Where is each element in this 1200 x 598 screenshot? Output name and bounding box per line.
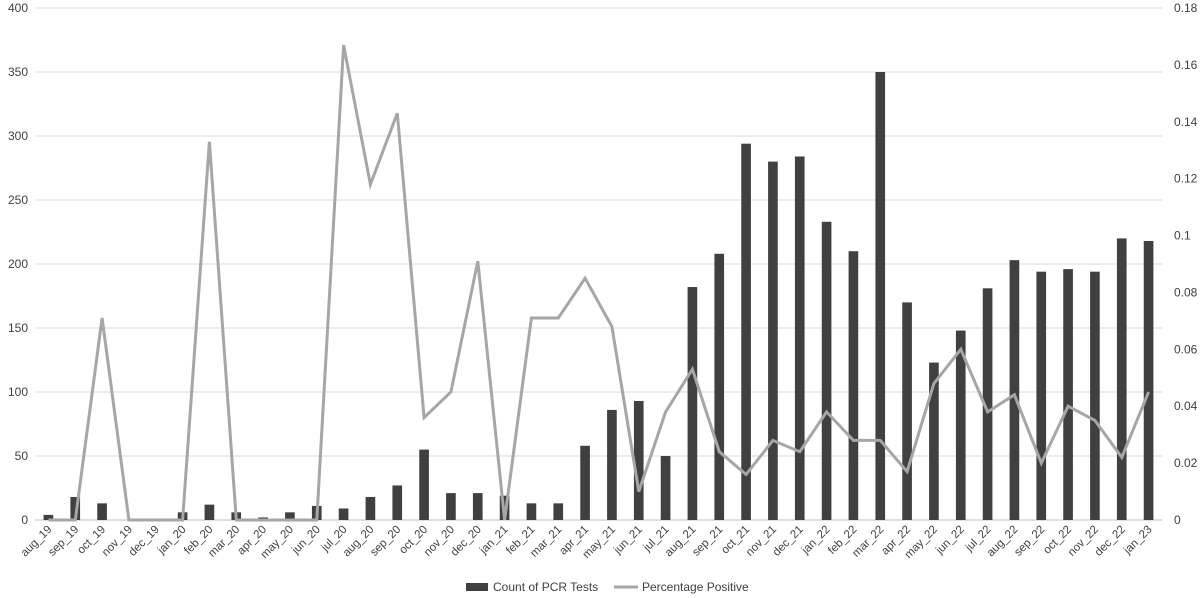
bar-may_20 xyxy=(285,512,295,520)
bar-dec_20 xyxy=(472,493,483,520)
legend: Count of PCR Tests Percentage Positive xyxy=(466,580,749,594)
bar-aug_22 xyxy=(1009,260,1020,520)
x-tick-label: sep_22 xyxy=(1012,524,1047,559)
bar-dec_21 xyxy=(794,156,805,521)
x-tick-label: sep_21 xyxy=(690,524,725,559)
left-tick-label: 0 xyxy=(21,513,28,527)
x-tick-label: dec_22 xyxy=(1093,524,1128,559)
x-tick-label: dec_21 xyxy=(771,524,806,559)
line-percentage-positive xyxy=(48,44,1150,522)
x-tick-label: jan_23 xyxy=(1121,524,1155,558)
legend-label-count-of-pcr-tests: Count of PCR Tests xyxy=(493,580,598,594)
left-tick-label: 250 xyxy=(8,193,28,207)
x-axis-ticks: aug_19sep_19oct_19nov_19dec_19jan_20feb_… xyxy=(19,524,1155,561)
bar-feb_21 xyxy=(526,503,537,520)
x-tick-label: dec_19 xyxy=(127,524,162,559)
bar-aug_19 xyxy=(43,514,54,520)
bar-aug_20 xyxy=(365,496,376,520)
bar-nov_20 xyxy=(446,493,456,520)
bar-oct_19 xyxy=(97,503,107,520)
right-tick-label: 0.06 xyxy=(1174,342,1198,356)
bar-apr_22 xyxy=(902,302,912,520)
bar-jul_20 xyxy=(338,508,349,520)
bar-aug_21 xyxy=(687,287,698,520)
x-tick-label: jun_22 xyxy=(933,524,967,558)
left-tick-label: 50 xyxy=(15,449,29,463)
bar-jul_22 xyxy=(982,288,993,520)
right-tick-label: 0.04 xyxy=(1174,399,1198,413)
right-tick-label: 0.08 xyxy=(1174,285,1198,299)
left-tick-label: 350 xyxy=(8,65,28,79)
right-tick-label: 0.14 xyxy=(1174,115,1198,129)
left-tick-label: 400 xyxy=(8,1,28,15)
x-tick-label: sep_20 xyxy=(368,524,403,559)
bar-apr_21 xyxy=(580,445,590,520)
bar-sep_20 xyxy=(392,485,403,520)
x-tick-label: jan_21 xyxy=(477,524,511,558)
right-tick-label: 0.1 xyxy=(1174,229,1191,243)
bar-jan_23 xyxy=(1143,240,1154,520)
legend-label-percentage-positive: Percentage Positive xyxy=(642,580,749,594)
left-axis-ticks: 0 50 100 150 200 250 300 350 400 xyxy=(8,1,28,527)
right-tick-label: 0.18 xyxy=(1174,1,1198,15)
left-tick-label: 300 xyxy=(8,129,28,143)
bar-sep_19 xyxy=(70,496,81,520)
bar-sep_21 xyxy=(714,253,725,520)
right-tick-label: 0.02 xyxy=(1174,456,1198,470)
bar-mar_22 xyxy=(875,72,886,520)
x-tick-label: jun_21 xyxy=(611,524,645,558)
gridlines xyxy=(35,7,1162,521)
bar-oct_21 xyxy=(741,143,751,520)
right-tick-label: 0.12 xyxy=(1174,172,1198,186)
right-axis-ticks: 0 0.02 0.04 0.06 0.08 0.1 0.12 0.14 0.16 0.18 xyxy=(1174,1,1198,527)
bar-series-count-of-pcr-tests xyxy=(43,72,1154,521)
x-tick-label: dec_20 xyxy=(449,524,484,559)
x-tick-label: jun_20 xyxy=(289,524,323,558)
x-tick-label: sep_19 xyxy=(46,524,81,559)
left-tick-label: 150 xyxy=(8,321,28,335)
right-tick-label: 0.16 xyxy=(1174,58,1198,72)
bar-jul_21 xyxy=(660,456,671,520)
bar-dec_22 xyxy=(1116,238,1127,520)
bar-feb_20 xyxy=(204,504,215,520)
bar-may_21 xyxy=(607,409,617,520)
bar-oct_20 xyxy=(419,449,429,520)
bar-jan_22 xyxy=(821,221,832,520)
bar-nov_21 xyxy=(768,161,778,520)
bar-feb_22 xyxy=(848,251,859,520)
bar-oct_22 xyxy=(1063,269,1073,520)
bar-jun_22 xyxy=(955,330,966,520)
bar-sep_22 xyxy=(1036,271,1047,520)
left-tick-label: 200 xyxy=(8,257,28,271)
bar-jun_21 xyxy=(633,400,644,520)
line-series-percentage-positive xyxy=(48,44,1150,522)
x-tick-label: jan_22 xyxy=(799,524,833,558)
left-tick-label: 100 xyxy=(8,385,28,399)
x-tick-label: jan_20 xyxy=(155,524,189,558)
bar-mar_21 xyxy=(553,503,564,520)
bar-nov_22 xyxy=(1090,271,1100,520)
right-tick-label: 0 xyxy=(1174,513,1181,527)
bar-may_22 xyxy=(929,362,939,520)
legend-swatch-count-of-pcr-tests xyxy=(466,583,488,591)
